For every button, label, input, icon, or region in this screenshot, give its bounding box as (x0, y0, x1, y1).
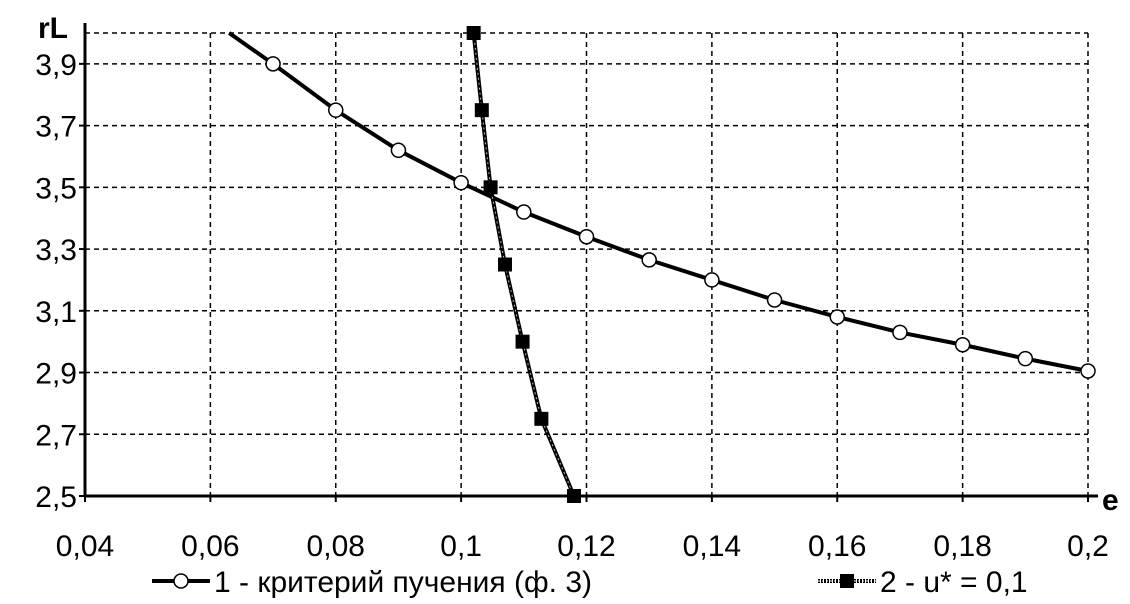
x-tick-label: 0,08 (307, 530, 365, 563)
y-axis-title: rL (38, 12, 68, 45)
x-tick-label: 0,1 (440, 530, 482, 563)
series-1-point (1080, 363, 1096, 379)
legend-item-series-1: 1 - критерий пучения (ф. 3) (152, 566, 592, 599)
series-2-point (498, 257, 513, 272)
series-2-point (474, 103, 489, 118)
axes (79, 23, 1098, 502)
series-1-point (390, 142, 407, 159)
legend: 1 - критерий пучения (ф. 3) 2 - u* = 0,1 (152, 566, 1028, 599)
series-2-line (471, 32, 576, 497)
x-tick-label: 0,16 (808, 530, 866, 563)
series-1-point (578, 228, 595, 245)
series-1-point (892, 324, 908, 341)
legend-label-series-1: 1 - критерий пучения (ф. 3) (214, 566, 592, 599)
y-tick-label: 2,7 (35, 419, 77, 452)
series-1-line (228, 31, 1089, 373)
series-2-point (483, 180, 498, 195)
x-tick-label: 0,12 (557, 530, 615, 563)
series-1-point (641, 252, 657, 268)
x-tick-label: 0,04 (56, 530, 114, 563)
y-tick-label: 3,3 (35, 234, 77, 267)
legend-item-series-2: 2 - u* = 0,1 (818, 566, 1028, 599)
x-tick-label: 0,14 (683, 530, 741, 563)
series-1-point (829, 309, 845, 325)
y-tick-label: 3,9 (35, 49, 77, 82)
y-tick-label: 3,7 (35, 111, 77, 144)
series-2-point (466, 26, 481, 40)
x-tick-label: 0,06 (181, 530, 239, 563)
series-1-point (704, 272, 720, 288)
y-tick-label: 2,5 (35, 481, 77, 514)
legend-label-series-2: 2 - u* = 0,1 (880, 566, 1028, 599)
series-2-point (566, 489, 581, 503)
y-tick-label: 2,9 (35, 358, 77, 391)
series-2-point (534, 411, 549, 426)
series-1-point (1017, 350, 1034, 367)
series-1-point (954, 337, 971, 353)
y-tick-label: 3,5 (35, 172, 77, 205)
series-2-point (515, 334, 530, 349)
x-tick-label: 0,18 (933, 530, 991, 563)
x-tick-label: 0,2 (1067, 530, 1109, 563)
x-axis-title: e (1102, 484, 1119, 517)
series-1-point (516, 204, 532, 220)
series (228, 26, 1096, 503)
series-1-point (265, 56, 281, 72)
series-1-point (766, 292, 783, 308)
grid (85, 32, 1089, 496)
series-1-point (453, 174, 469, 191)
series-1-point (328, 102, 344, 118)
tick-labels: 0,04 0,06 0,08 0,1 0,12 0,14 0,16 0,18 0,2 2,5 2,7… (35, 49, 1109, 563)
y-tick-label: 3,1 (35, 296, 77, 329)
series-2-line-inner (473, 32, 575, 497)
legend-marker-series-2 (840, 574, 854, 588)
legend-marker-series-1 (173, 573, 189, 589)
